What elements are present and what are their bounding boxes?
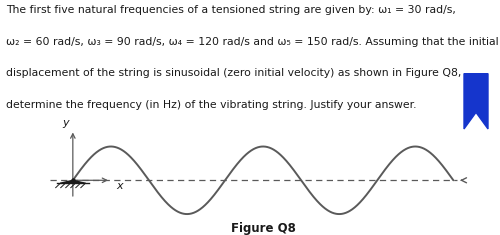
Text: ω₂ = 60 rad/s, ω₃ = 90 rad/s, ω₄ = 120 rad/s and ω₅ = 150 rad/s. Assuming that t: ω₂ = 60 rad/s, ω₃ = 90 rad/s, ω₄ = 120 r… — [6, 37, 498, 47]
Text: Figure Q8: Figure Q8 — [230, 222, 296, 235]
Text: determine the frequency (in Hz) of the vibrating string. Justify your answer.: determine the frequency (in Hz) of the v… — [6, 100, 416, 110]
Text: displacement of the string is sinusoidal (zero initial velocity) as shown in Fig: displacement of the string is sinusoidal… — [6, 68, 462, 78]
Text: y: y — [62, 118, 70, 128]
Text: x: x — [116, 181, 123, 191]
Polygon shape — [464, 74, 488, 129]
Polygon shape — [60, 180, 86, 183]
Text: The first five natural frequencies of a tensioned string are given by: ω₁ = 30 r: The first five natural frequencies of a … — [6, 5, 456, 15]
